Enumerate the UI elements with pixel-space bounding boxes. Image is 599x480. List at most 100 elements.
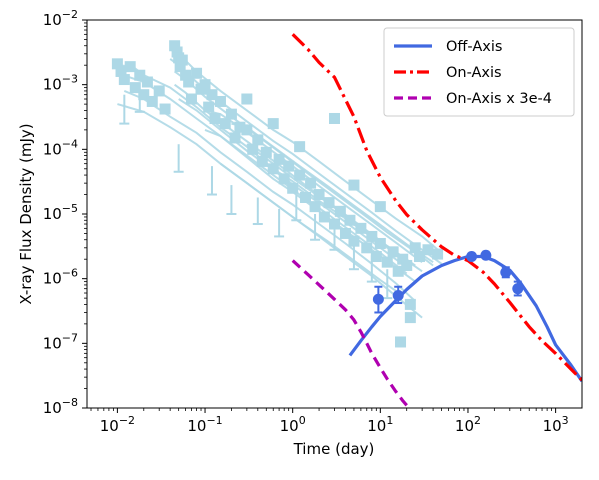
background-burst-marker: [409, 242, 421, 254]
background-burst-marker: [374, 201, 386, 213]
background-burst-marker: [134, 69, 146, 81]
y-axis-label: X-ray Flux Density (mJy): [17, 123, 35, 304]
plot-area: [111, 33, 582, 408]
background-burst-marker: [329, 218, 340, 230]
y-tick-label: 10−6: [43, 267, 78, 288]
background-burst-marker: [256, 155, 268, 167]
background-burst-line: [231, 122, 434, 264]
background-burst-marker: [273, 153, 285, 165]
y-tick-exponent: −5: [62, 202, 78, 215]
background-burst-marker: [432, 248, 444, 260]
background-burst-marker: [153, 85, 165, 97]
x-tick-exponent: 0: [299, 414, 306, 427]
background-burst-marker: [299, 191, 311, 203]
background-burst-marker: [404, 312, 416, 324]
x-tick-label: 10−1: [187, 414, 222, 435]
background-burst-marker: [241, 93, 253, 105]
background-burst-marker: [191, 67, 203, 79]
observation-point: [466, 251, 478, 263]
background-burst-marker: [214, 95, 226, 107]
series-line-dashdot: [291, 33, 582, 382]
background-burst-marker: [180, 69, 192, 81]
background-burst-marker: [323, 197, 335, 209]
background-burst-marker: [404, 298, 416, 310]
background-burst-marker: [267, 118, 279, 130]
x-tick-label: 103: [543, 414, 569, 435]
y-tick-exponent: −3: [62, 73, 78, 86]
y-tick-label: 10−8: [43, 396, 78, 417]
background-burst-marker: [287, 182, 299, 194]
legend-label: On-Axis x 3e-4: [446, 91, 552, 107]
x-tick-exponent: 1: [386, 414, 393, 427]
observation-point: [500, 266, 512, 278]
background-burst-marker: [241, 124, 253, 136]
background-burst-marker: [392, 265, 404, 277]
background-burst-marker: [305, 177, 317, 189]
series-line-dashed: [291, 259, 412, 408]
background-burst-marker: [397, 253, 409, 265]
background-burst-marker: [124, 61, 136, 73]
background-burst-marker: [260, 146, 272, 158]
observation-point: [512, 283, 524, 295]
background-burst-marker: [176, 54, 188, 66]
y-tick-label: 10−5: [43, 202, 78, 223]
background-burst-marker: [206, 89, 218, 101]
x-axis-label: Time (day): [293, 440, 375, 458]
x-tick-label: 10−2: [100, 414, 135, 435]
x-tick-label: 100: [280, 414, 306, 435]
background-burst-marker: [422, 244, 434, 256]
background-burst-marker: [374, 237, 386, 249]
y-tick-label: 10−4: [43, 137, 78, 158]
background-burst-marker: [294, 141, 306, 153]
y-tick-label: 10−3: [43, 73, 78, 94]
background-burst-marker: [234, 121, 246, 133]
background-burst-marker: [414, 251, 426, 263]
background-burst-marker: [171, 46, 183, 58]
background-burst-marker: [329, 112, 340, 124]
background-burst-marker: [183, 76, 195, 88]
background-burst-marker: [401, 259, 413, 271]
background-burst-marker: [267, 163, 279, 175]
x-tick-exponent: −1: [206, 414, 222, 427]
background-burst-marker: [185, 93, 197, 105]
background-burst-marker: [348, 235, 360, 247]
background-burst-marker: [169, 40, 181, 52]
background-burst-marker: [318, 211, 330, 223]
background-burst-marker: [370, 251, 382, 263]
y-tick-label: 10−7: [43, 331, 78, 352]
background-burst-marker: [348, 179, 360, 191]
background-burst-marker: [247, 143, 259, 155]
background-burst-marker: [138, 89, 150, 101]
legend-label: Off-Axis: [446, 39, 502, 55]
legend: Off-Axis On-Axis On-Axis x 3e-4: [383, 27, 575, 117]
x-tick-label: 101: [367, 414, 393, 435]
background-burst-marker: [118, 74, 130, 86]
background-burst-marker: [203, 101, 215, 113]
background-burst-marker: [129, 82, 141, 94]
y-tick-exponent: −2: [62, 8, 78, 21]
background-burst-marker: [381, 256, 393, 268]
background-burst-marker: [219, 118, 231, 130]
background-burst-marker: [199, 79, 211, 91]
background-burst-marker: [339, 227, 351, 239]
x-tick-exponent: −2: [119, 414, 135, 427]
background-burst-marker: [395, 336, 407, 348]
background-burst-marker: [294, 169, 306, 181]
background-burst-marker: [355, 222, 367, 234]
y-tick-exponent: −4: [62, 137, 78, 150]
y-tick-exponent: −7: [62, 331, 78, 344]
background-burst-marker: [334, 205, 346, 217]
background-burst-marker: [344, 214, 356, 226]
background-burst-marker: [111, 58, 123, 70]
legend-box: [383, 27, 575, 117]
x-tick-label: 102: [455, 414, 481, 435]
background-burst-marker: [361, 242, 373, 254]
background-burst-line: [169, 58, 443, 265]
background-burst-marker: [313, 189, 325, 201]
background-burst-marker: [366, 230, 378, 242]
y-tick-exponent: −6: [62, 267, 78, 280]
y-tick-label: 10−2: [43, 8, 78, 29]
x-tick-exponent: 2: [474, 414, 481, 427]
background-burst-marker: [159, 103, 171, 115]
